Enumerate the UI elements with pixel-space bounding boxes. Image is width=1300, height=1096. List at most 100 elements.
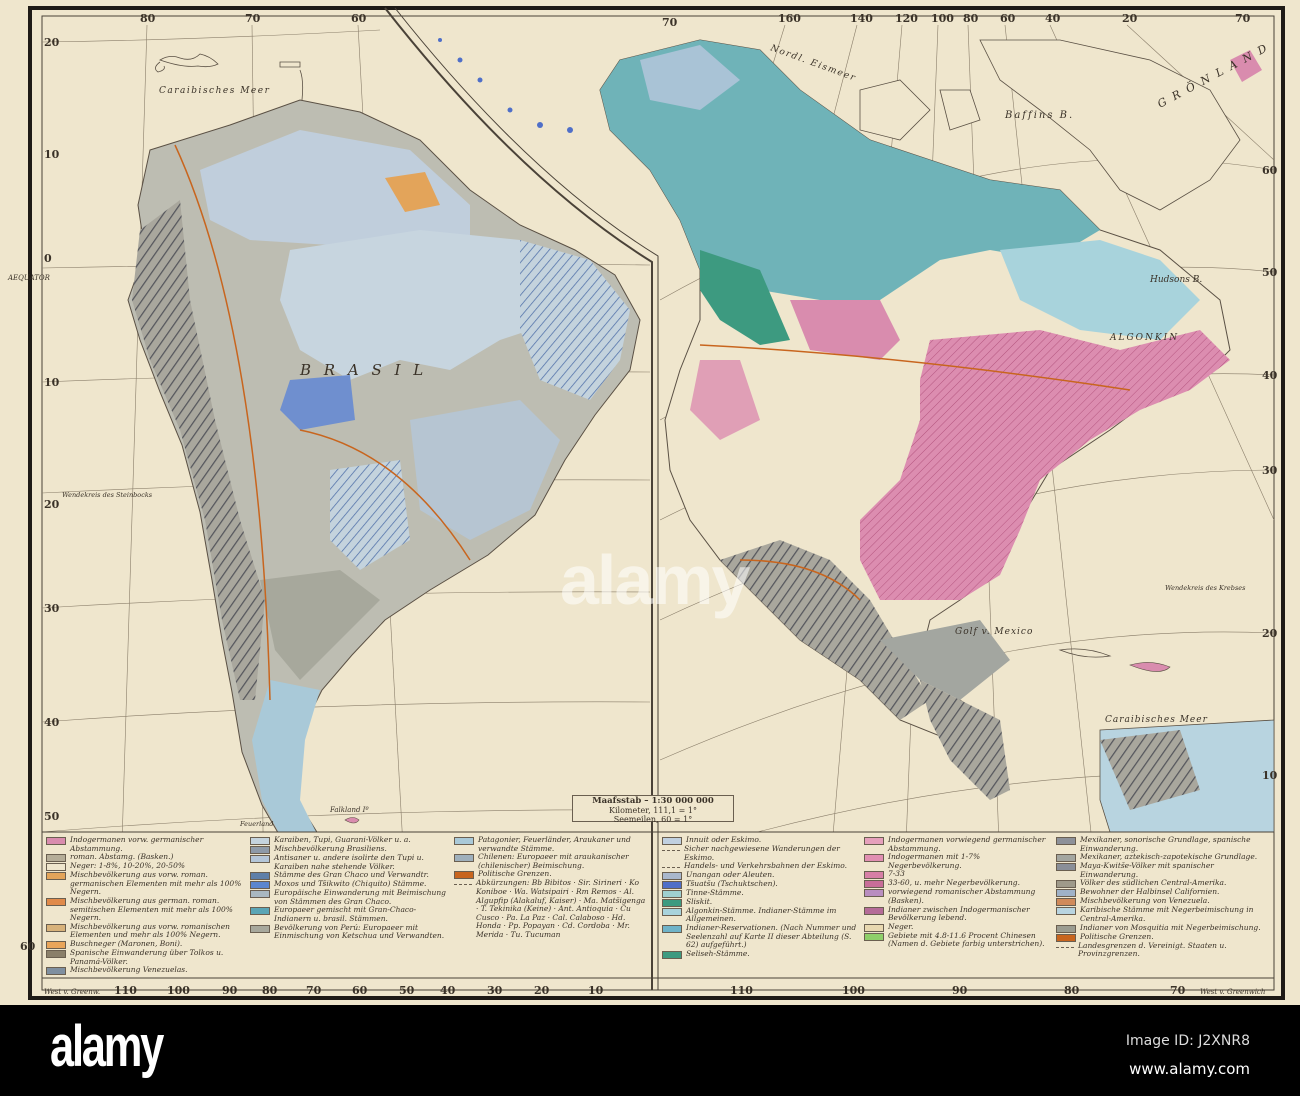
legend-item: Europaeer gemischt mit Gran-Chaco-Indian… [250,906,450,923]
legend-swatch [864,871,884,880]
legend-text: Sliskit. [686,896,713,906]
watermark: alamy [560,541,750,619]
legend-text: Moxos und Tšikwito (Chiquito) Stämme. [274,879,427,889]
legend-text: Abkürzungen: Bb Bibitos · Sir. Sirineri … [476,878,646,939]
legend-swatch [250,855,270,863]
legend-text: Indogermanen vorw. germanischer Abstammu… [70,835,204,853]
legend-swatch [662,924,682,933]
legend-text: Mischbevölkerung von Venezuela. [1080,896,1210,906]
degree-label: 60 [351,12,367,25]
legend-swatch [662,850,680,851]
legend-item: 33-60, u. mehr Negerbevölkerung. [864,879,1052,889]
svg-text:30: 30 [1262,464,1278,477]
brazil-label: B R A S I L [299,361,427,379]
falkland-label: Falkland Iº [329,806,369,814]
legend-text: 7-33 [888,869,905,879]
svg-text:160: 160 [778,12,801,25]
svg-text:40: 40 [1262,369,1278,382]
legend-item: Indogermanen vorwiegend germanischer Abs… [864,835,1052,853]
legend-item: Gebiete mit 4.8-11.6 Procent Chinesen (N… [864,930,1052,949]
legend-item: 7-33 [864,869,1052,880]
legend-swatch [1056,924,1076,933]
legend-item: Stämme des Gran Chaco und Verwandtr. [250,871,450,881]
legend-text: Chilenen: Europaeer mit araukanischer (c… [478,852,629,870]
legend-text: Unangan oder Aleuten. [686,869,775,879]
legend-text: Indianer von Mosquitia mit Negerbeimisch… [1080,922,1261,932]
legend-text: Politische Grenzen. [1080,931,1154,941]
legend-item: Mischbevölkerung aus vorw. roman. german… [46,870,246,897]
svg-text:20: 20 [534,984,550,997]
legend-item: Sicher nachgewiesene Wanderungen der Esk… [662,844,860,862]
legend-item: Indogermanen mit 1-7% Negerbevölkerung. [864,852,1052,870]
legend-item: Politische Grenzen. [1056,931,1272,942]
degree-label: 80 [140,12,156,25]
scale-title: Maafsstab – 1:30 000 000 [592,796,714,806]
legend-swatch [662,871,682,880]
svg-text:10: 10 [44,376,60,389]
svg-text:100: 100 [167,984,190,997]
legend-item: Algonkin-Stämme. Indianer-Stämme im Allg… [662,905,860,924]
legend-item: Völker des südlichen Central-Amerika. [1056,879,1272,889]
legend-swatch [46,923,66,932]
legend-swatch [864,889,884,898]
legend-item: Sliskit. [662,896,860,907]
alamy-logo: alamy [50,1014,164,1079]
legend-text: Mexikaner, sonorische Grundlage, spanisc… [1080,835,1251,853]
legend-swatch [46,863,66,872]
svg-text:100: 100 [931,12,954,25]
legend-item: Mischbevölkerung aus german. roman. semi… [46,896,246,923]
legend-item: Patagonier, Feuerländer, Araukaner und v… [454,835,648,853]
equator-label: AEQUATOR [7,274,51,282]
legend-swatch [864,906,884,915]
legend-text: Mexikaner, aztekisch-zapotekische Grundl… [1080,852,1258,862]
svg-text:20: 20 [1262,627,1278,640]
svg-text:70: 70 [306,984,322,997]
svg-text:30: 30 [44,602,60,615]
svg-text:60: 60 [1000,12,1016,25]
legend-swatch [1056,863,1076,872]
legend-swatch [1056,880,1076,889]
svg-text:0: 0 [44,252,52,265]
legend-item: Chilenen: Europaeer mit araukanischer (c… [454,852,648,870]
svg-text:90: 90 [952,984,968,997]
legend-swatch [250,872,270,881]
svg-text:West v. Greenw.: West v. Greenw. [44,988,100,996]
legend-column: Patagonier, Feuerländer, Araukaner und v… [454,835,648,976]
hudson-bay-label: Hudsons B. [1149,275,1202,285]
latitude-labels-left: 20 10 0 10 20 30 40 50 60 [20,36,60,953]
legend-column: Indogermanen vorwiegend germanischer Abs… [864,835,1052,976]
svg-text:80: 80 [963,12,979,25]
legend-text: Patagonier, Feuerländer, Araukaner und v… [478,835,631,853]
legend-text: Tšuatšu (Tschuktschen). [686,878,778,888]
legend-item: Neger: 1-8%, 10-20%, 20-50% [46,862,246,872]
gulf-of-mexico-label: Golf v. Mexico [955,627,1033,637]
legend-swatch [454,837,474,845]
legend-swatch [864,932,884,941]
north-america [438,38,1275,833]
legend-swatch [46,872,66,881]
legend-text: Gebiete mit 4.8-11.6 Procent Chinesen (N… [888,930,1045,949]
legend-swatch [662,950,682,959]
legend-swatch [454,854,474,863]
legend-text: Mischbevölkerung Venezuelas. [70,965,188,975]
legend-item: Karaiben, Tupi, Guarani-Völker u. a. [250,835,450,845]
legend-text: Buschneger (Maronen, Boni). [70,938,183,948]
legend-item: Innuit oder Eskimo. [662,835,860,845]
legend-text: Indogermanen vorwiegend germanischer Abs… [888,835,1046,853]
legend-item: Spanische Einwanderung über Tolkos u. Pa… [46,948,246,966]
legend-item: Moxos und Tšikwito (Chiquito) Stämme. [250,879,450,890]
legend-text: roman. Abstamg. (Basken.) [70,852,174,862]
legend-item: Mischbevölkerung aus vorw. romanischen E… [46,922,246,940]
legend-swatch [662,867,680,869]
svg-text:120: 120 [895,12,918,25]
legend-swatch [864,880,884,889]
legend-column: Innuit oder Eskimo. Sicher nachgewiesene … [662,835,860,976]
legend-item: Antisaner u. andere isolirte den Tupi u.… [250,853,450,871]
legend-swatch [454,884,472,886]
legend-item: Indianer zwischen Indogermanischer Bevöl… [864,905,1052,923]
legend-swatch [250,846,270,854]
legend-text: Maya-Kwitše-Völker mit spanischer Einwan… [1080,861,1214,879]
legend-swatch [662,889,682,898]
legend-item: Mischbevölkerung von Venezuela. [1056,896,1272,907]
legend-text: Algonkin-Stämme. Indianer-Stämme im Allg… [686,905,837,924]
